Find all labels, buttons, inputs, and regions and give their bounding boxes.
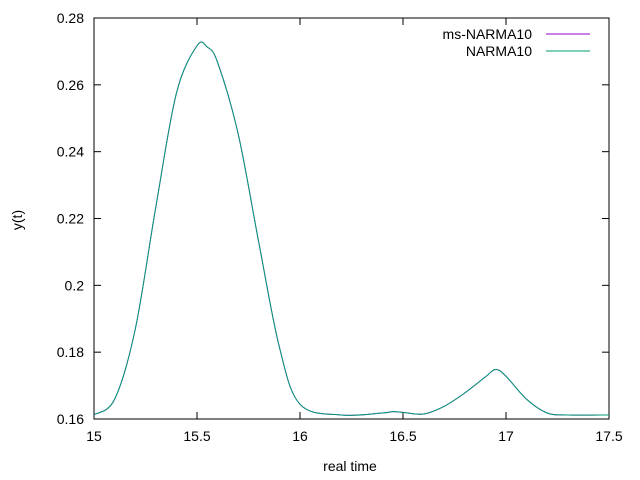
x-axis: 15 15.5 16 16.5 17 17.5 [86,18,623,444]
y-tick-label: 0.18 [57,344,84,360]
x-tick-label: 16 [292,428,308,444]
series-layer [93,41,610,416]
y-tick-label: 0.22 [57,211,84,227]
y-axis: 0.16 0.18 0.2 0.22 0.24 0.26 0.28 [57,10,609,427]
y-tick-label: 0.28 [57,10,84,26]
y-axis-label: y(t) [9,210,25,230]
y-tick-label: 0.24 [57,144,84,160]
legend-label: NARMA10 [466,43,532,59]
series-line-narma10 [93,41,610,416]
y-tick-label: 0.2 [65,277,85,293]
y-tick-label: 0.26 [57,77,84,93]
x-tick-label: 15 [86,428,102,444]
plot-frame [93,17,610,420]
x-tick-label: 15.5 [183,428,210,444]
x-tick-label: 17.5 [595,428,622,444]
x-tick-label: 17 [498,428,514,444]
legend-label: ms-NARMA10 [443,26,533,42]
x-axis-label: real time [323,458,377,474]
y-tick-label: 0.16 [57,411,84,427]
series-line-ms-narma10 [93,41,610,416]
x-tick-label: 16.5 [389,428,416,444]
